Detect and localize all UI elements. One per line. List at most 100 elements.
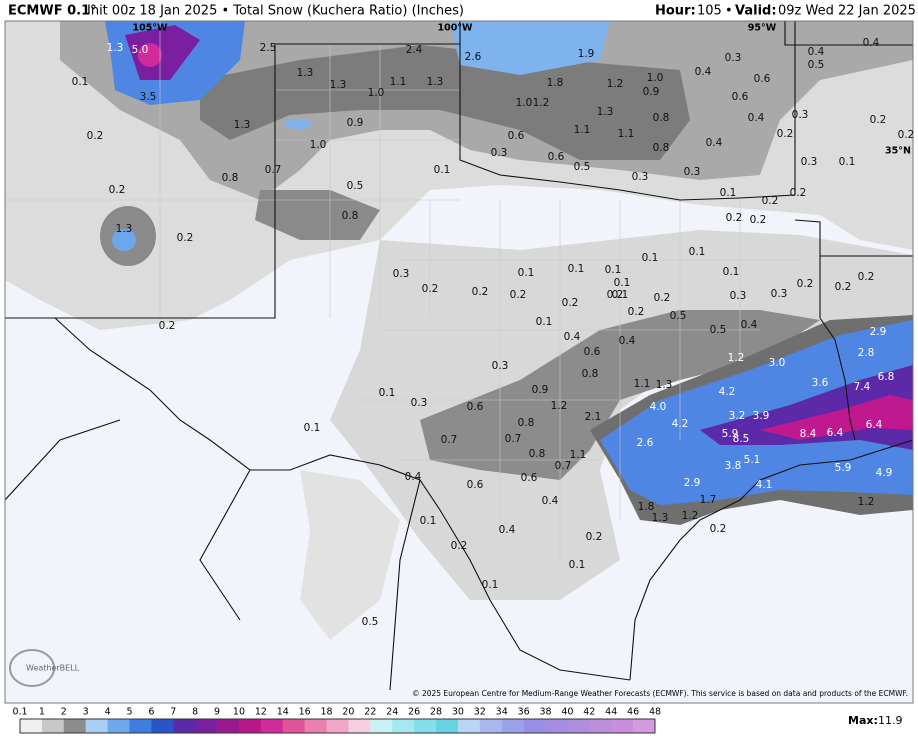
snow-amount: 0.6 xyxy=(754,73,771,85)
snow-amount: 1.1 xyxy=(618,128,635,140)
snow-amount: 0.2 xyxy=(607,289,624,301)
snow-amount: 1.3 xyxy=(427,76,444,88)
snow-amount: 0.2 xyxy=(750,214,767,226)
snow-amount: 1.2 xyxy=(607,78,624,90)
mexico-borders xyxy=(5,317,421,691)
snow-amount: 5.9 xyxy=(835,462,852,474)
snow-amount: 1.9 xyxy=(578,48,595,60)
snow-amount: 4.2 xyxy=(672,418,689,430)
colorbar-tick-label: 48 xyxy=(649,707,661,718)
snow-amount: 0.1 xyxy=(304,422,321,434)
snow-amount: 0.6 xyxy=(584,346,601,358)
snow-amount: 0.2 xyxy=(510,289,527,301)
snow-amount: 0.3 xyxy=(491,147,508,159)
snow-amount: 2.9 xyxy=(870,326,887,338)
colorbar-swatch xyxy=(151,719,174,733)
snow-amount: 0.1 xyxy=(568,263,585,275)
snow-amount: 0.2 xyxy=(790,187,807,199)
snow-amount: 0.5 xyxy=(574,161,591,173)
snow-amount: 0.2 xyxy=(898,129,915,141)
run-description: Init 00z 18 Jan 2025 • Total Snow (Kuche… xyxy=(87,4,464,19)
blue-snow xyxy=(112,229,136,251)
colorbar-tick-label: 0.1 xyxy=(12,707,27,718)
snow-amount: 0.4 xyxy=(542,495,559,507)
snow-amount: 0.2 xyxy=(562,297,579,309)
snow-amount: 0.5 xyxy=(362,616,379,628)
snow-amount: 0.5 xyxy=(347,180,364,192)
snow-amount: 0.4 xyxy=(808,46,825,58)
snow-amount: 0.1 xyxy=(605,264,622,276)
snow-amount: 3.5 xyxy=(140,91,157,103)
snow-amount: 0.1 xyxy=(420,515,437,527)
map: WeatherBELL © 2025 European Centre for M… xyxy=(4,20,914,704)
blue-snow xyxy=(600,320,913,505)
snow-amount: 8.5 xyxy=(733,433,750,445)
snow-amount: 0.2 xyxy=(87,130,104,142)
snow-amount: 1.3 xyxy=(652,512,669,524)
colorbar-swatch xyxy=(523,719,546,733)
snow-amount: 1.8 xyxy=(547,77,564,89)
snow-amount: 4.2 xyxy=(719,386,736,398)
snow-amount: 4.0 xyxy=(650,401,667,413)
colorbar-tick-label: 42 xyxy=(583,707,595,718)
snow-amount: 0.2 xyxy=(472,286,489,298)
snow-amount: 5.0 xyxy=(132,44,149,56)
model-name: ECMWF 0.1° xyxy=(8,4,97,19)
snow-amount: 6.4 xyxy=(827,427,844,439)
max-label: Max: xyxy=(848,714,878,727)
magenta-snow xyxy=(760,395,913,440)
snow-amount: 6.4 xyxy=(866,419,883,431)
heavy-snow xyxy=(255,190,380,240)
colorbar-tick-label: 40 xyxy=(561,707,573,718)
copyright: © 2025 European Centre for Medium-Range … xyxy=(412,689,908,698)
colorbar-swatch xyxy=(589,719,612,733)
map-frame xyxy=(4,20,914,704)
snow-amount: 0.8 xyxy=(582,368,599,380)
snow-amount: 1.0 xyxy=(368,87,385,99)
snow-amount: 0.2 xyxy=(159,320,176,332)
snow-amount: 1.0 xyxy=(516,97,533,109)
colorbar-tick-label: 32 xyxy=(474,707,486,718)
snow-amount: 0.1 xyxy=(689,246,706,258)
snow-amount: 1.2 xyxy=(551,400,568,412)
geo-label: 105°W xyxy=(132,23,168,34)
snow-amount: 0.7 xyxy=(555,460,572,472)
snow-amount: 0.1 xyxy=(536,316,553,328)
snow-amount: 0.3 xyxy=(725,52,742,64)
colorbar-tick-label: 16 xyxy=(299,707,311,718)
snow-amount: 1.3 xyxy=(234,119,251,131)
snow-amount: 1.2 xyxy=(858,496,875,508)
blue-snow xyxy=(284,119,312,129)
snow-amount: 5.9 xyxy=(722,428,739,440)
colorbar-frame xyxy=(19,718,656,734)
snow-amount: 1.8 xyxy=(638,501,655,513)
colorbar-tick-label: 4 xyxy=(105,707,111,718)
county-lines xyxy=(5,21,800,560)
snow-amount: 0.8 xyxy=(222,172,239,184)
valid-value: 09z Wed 22 Jan 2025 xyxy=(778,4,916,19)
snow-amount: 0.1 xyxy=(723,266,740,278)
snow-amount: 0.1 xyxy=(720,187,737,199)
colorbar-tick-label: 24 xyxy=(386,707,398,718)
snow-amount: 4.1 xyxy=(756,479,773,491)
snow-amount: 0.2 xyxy=(858,271,875,283)
snow-amount: 0.8 xyxy=(653,142,670,154)
colorbar-swatch xyxy=(348,719,371,733)
snow-amount: 1.1 xyxy=(390,76,407,88)
snow-amount: 3.9 xyxy=(753,410,770,422)
snow-amount: 0.5 xyxy=(710,324,727,336)
snow-amount: 0.3 xyxy=(801,156,818,168)
snow-amount: 0.2 xyxy=(451,540,468,552)
snow-amount: 1.3 xyxy=(107,42,124,54)
snow-amount: 0.1 xyxy=(482,579,499,591)
separator: • xyxy=(725,4,733,19)
snow-amount: 0.7 xyxy=(441,434,458,446)
snow-amount: 3.8 xyxy=(725,460,742,472)
snow-amount: 0.6 xyxy=(508,130,525,142)
hour-label: Hour: xyxy=(655,4,696,19)
snow-amount: 0.8 xyxy=(653,112,670,124)
colorbar-swatch xyxy=(326,719,349,733)
colorbar-swatch xyxy=(217,719,240,733)
snow-amount: 0.9 xyxy=(347,117,364,129)
